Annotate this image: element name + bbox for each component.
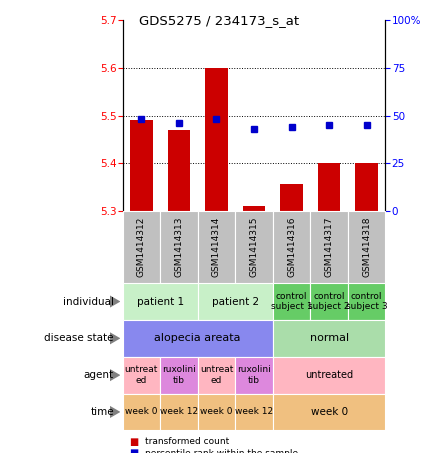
Bar xyxy=(123,357,160,394)
Bar xyxy=(280,184,303,211)
Text: disease state: disease state xyxy=(44,333,114,343)
Bar xyxy=(235,357,273,394)
Text: week 12: week 12 xyxy=(235,407,273,416)
Text: untreated: untreated xyxy=(305,370,353,380)
Text: GSM1414315: GSM1414315 xyxy=(250,217,258,277)
Text: alopecia areata: alopecia areata xyxy=(155,333,241,343)
Bar xyxy=(273,283,311,320)
Text: agent: agent xyxy=(84,370,114,380)
Text: ruxolini
tib: ruxolini tib xyxy=(237,366,271,385)
Text: transformed count: transformed count xyxy=(145,437,229,446)
Bar xyxy=(160,211,198,283)
Bar xyxy=(160,394,198,430)
Bar xyxy=(205,68,228,211)
Bar xyxy=(198,357,235,394)
Polygon shape xyxy=(110,369,120,381)
Text: ruxolini
tib: ruxolini tib xyxy=(162,366,196,385)
Text: week 0: week 0 xyxy=(125,407,158,416)
Text: GSM1414318: GSM1414318 xyxy=(362,217,371,277)
Polygon shape xyxy=(110,295,120,308)
Text: normal: normal xyxy=(310,333,349,343)
Bar xyxy=(348,211,385,283)
Text: week 12: week 12 xyxy=(160,407,198,416)
Bar xyxy=(123,283,198,320)
Text: control
subject 3: control subject 3 xyxy=(346,292,388,311)
Bar xyxy=(123,320,273,357)
Polygon shape xyxy=(110,332,120,345)
Text: GSM1414312: GSM1414312 xyxy=(137,217,146,277)
Text: control
subject 2: control subject 2 xyxy=(308,292,350,311)
Bar xyxy=(235,394,273,430)
Bar xyxy=(273,357,385,394)
Bar xyxy=(318,163,340,211)
Text: percentile rank within the sample: percentile rank within the sample xyxy=(145,448,298,453)
Bar xyxy=(198,283,273,320)
Bar xyxy=(355,163,378,211)
Text: untreat
ed: untreat ed xyxy=(200,366,233,385)
Text: GSM1414313: GSM1414313 xyxy=(174,217,184,277)
Text: patient 2: patient 2 xyxy=(212,297,259,307)
Text: ■: ■ xyxy=(129,437,138,447)
Bar xyxy=(348,283,385,320)
Text: GSM1414314: GSM1414314 xyxy=(212,217,221,277)
Text: control
subject 1: control subject 1 xyxy=(271,292,312,311)
Bar xyxy=(198,211,235,283)
Bar xyxy=(123,394,160,430)
Bar xyxy=(198,394,235,430)
Bar xyxy=(273,320,385,357)
Bar xyxy=(168,130,190,211)
Bar xyxy=(123,211,160,283)
Text: untreat
ed: untreat ed xyxy=(125,366,158,385)
Text: GSM1414316: GSM1414316 xyxy=(287,217,296,277)
Text: individual: individual xyxy=(63,297,114,307)
Text: week 0: week 0 xyxy=(200,407,233,416)
Text: time: time xyxy=(90,407,114,417)
Bar xyxy=(235,211,273,283)
Bar xyxy=(273,211,311,283)
Text: GDS5275 / 234173_s_at: GDS5275 / 234173_s_at xyxy=(139,14,299,27)
Bar xyxy=(311,211,348,283)
Bar xyxy=(273,394,385,430)
Polygon shape xyxy=(110,405,120,418)
Bar xyxy=(160,357,198,394)
Text: week 0: week 0 xyxy=(311,407,348,417)
Text: patient 1: patient 1 xyxy=(137,297,184,307)
Bar xyxy=(130,120,153,211)
Bar xyxy=(243,206,265,211)
Bar xyxy=(311,283,348,320)
Text: GSM1414317: GSM1414317 xyxy=(325,217,334,277)
Text: ■: ■ xyxy=(129,448,138,453)
